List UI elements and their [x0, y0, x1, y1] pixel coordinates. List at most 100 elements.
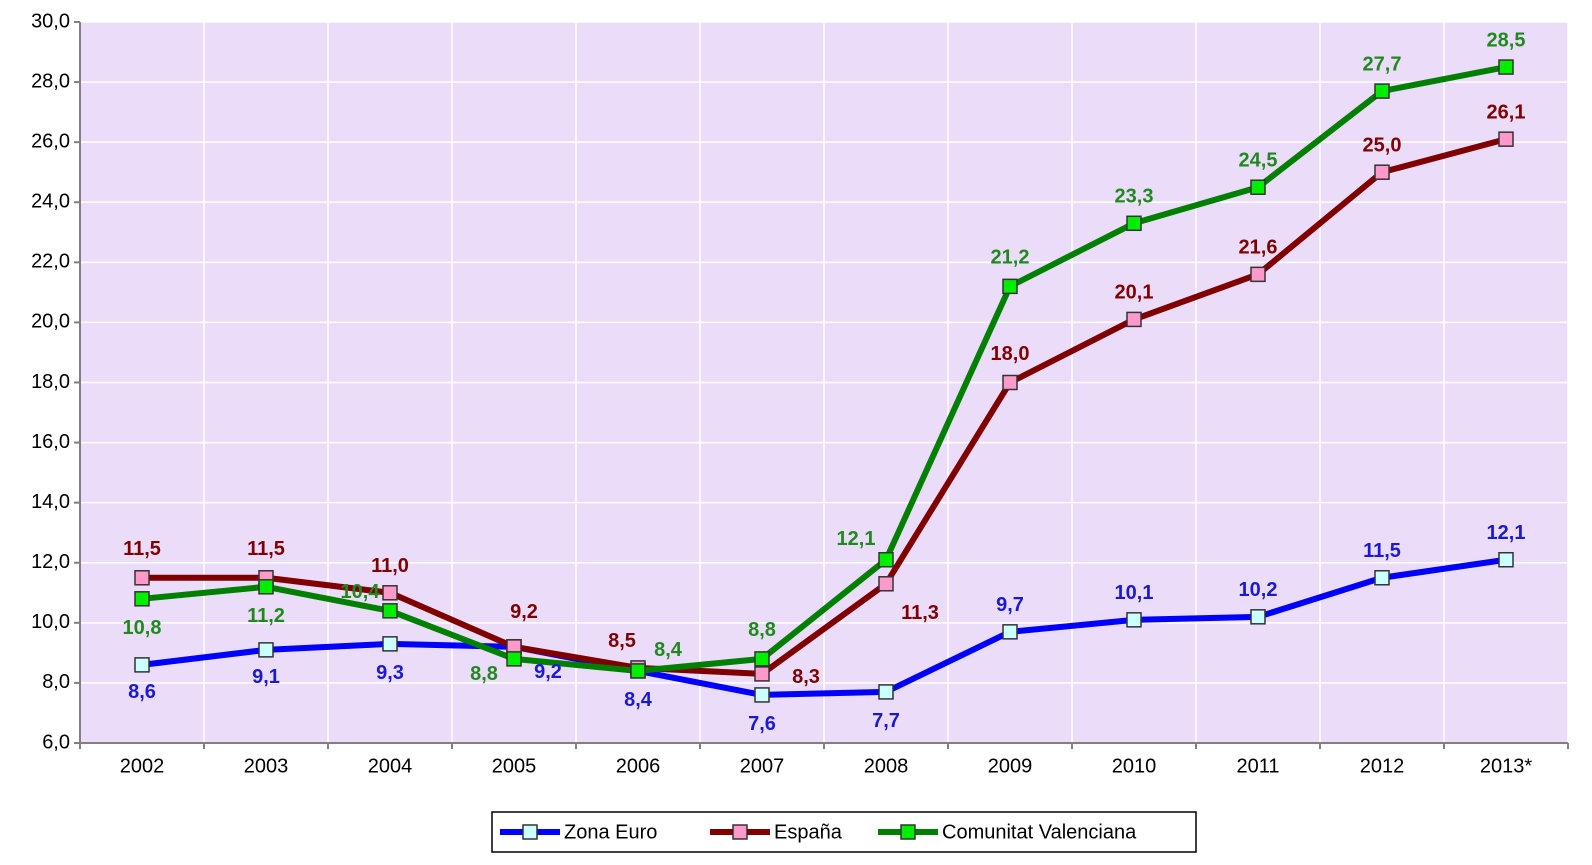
- x-tick-label: 2013*: [1480, 755, 1532, 777]
- value-label: 10,2: [1239, 579, 1278, 601]
- legend-marker: [900, 824, 916, 840]
- value-label: 9,2: [534, 661, 562, 683]
- marker: [1126, 311, 1142, 328]
- value-label: 11,5: [123, 538, 161, 560]
- value-label: 8,3: [792, 666, 820, 688]
- marker: [134, 657, 150, 673]
- legend-label: España: [774, 821, 843, 843]
- marker: [506, 651, 522, 667]
- x-tick-label: 2002: [120, 755, 165, 777]
- value-label: 10,8: [123, 617, 162, 639]
- value-label: 9,7: [996, 594, 1024, 616]
- series-line: [142, 136, 1507, 677]
- marker: [878, 576, 894, 592]
- y-tick-label: 16,0: [31, 431, 70, 453]
- marker: [1498, 59, 1514, 75]
- value-label: 12,1: [1487, 522, 1526, 544]
- y-tick-label: 14,0: [31, 491, 70, 513]
- value-label: 8,5: [608, 630, 636, 652]
- marker: [134, 591, 150, 607]
- value-label: 27,7: [1363, 53, 1402, 75]
- y-tick-label: 20,0: [31, 311, 70, 333]
- x-tick-label: 2007: [740, 755, 785, 777]
- marker: [134, 570, 150, 586]
- x-tick-label: 2011: [1236, 755, 1279, 777]
- value-label: 7,7: [872, 710, 900, 732]
- marker: [1374, 570, 1390, 586]
- x-tick-label: 2006: [616, 755, 661, 777]
- marker: [1374, 164, 1390, 180]
- value-label: 9,2: [510, 601, 538, 623]
- value-label: 11,2: [247, 605, 285, 627]
- legend-marker: [732, 824, 748, 840]
- y-tick-label: 26,0: [31, 130, 70, 152]
- value-label: 20,1: [1115, 282, 1154, 304]
- legend-label: Comunitat Valenciana: [942, 821, 1137, 843]
- marker: [1126, 612, 1142, 628]
- y-tick-label: 22,0: [31, 251, 70, 273]
- value-label: 11,3: [901, 602, 939, 624]
- marker: [1250, 609, 1266, 625]
- marker: [1002, 278, 1018, 295]
- value-label: 21,2: [991, 247, 1030, 269]
- marker: [1250, 266, 1266, 283]
- marker: [878, 684, 894, 700]
- value-label: 8,4: [654, 639, 683, 661]
- series-line: [141, 556, 1507, 698]
- legend-label: Zona Euro: [564, 821, 657, 843]
- x-tick-label: 2004: [368, 755, 413, 777]
- value-label: 7,6: [748, 713, 776, 735]
- value-label: 8,8: [748, 619, 776, 641]
- marker: [630, 663, 646, 679]
- y-tick-label: 10,0: [31, 611, 70, 633]
- value-label: 10,4: [341, 581, 381, 603]
- value-label: 23,3: [1115, 186, 1154, 208]
- marker: [1498, 551, 1514, 568]
- value-label: 9,1: [252, 666, 280, 688]
- y-tick-label: 18,0: [31, 371, 70, 393]
- marker: [1250, 179, 1266, 195]
- x-tick-label: 2010: [1112, 755, 1157, 777]
- y-tick-label: 24,0: [31, 191, 70, 213]
- value-label: 8,6: [128, 681, 156, 703]
- value-label: 12,1: [837, 528, 876, 550]
- y-tick-label: 12,0: [31, 551, 70, 573]
- marker: [878, 551, 894, 568]
- x-tick-label: 2003: [244, 755, 289, 777]
- marker: [1002, 624, 1018, 640]
- value-label: 11,5: [1363, 540, 1401, 562]
- x-tick-label: 2008: [864, 755, 909, 777]
- marker: [382, 636, 398, 652]
- marker: [1126, 215, 1142, 232]
- series-line: [141, 64, 1507, 674]
- y-tick-label: 28,0: [31, 70, 70, 92]
- y-tick-label: 6,0: [42, 731, 70, 753]
- y-tick-label: 8,0: [42, 671, 70, 693]
- marker: [1498, 131, 1514, 147]
- marker: [754, 687, 770, 703]
- marker: [258, 642, 274, 658]
- value-label: 9,3: [376, 662, 404, 684]
- marker: [1002, 374, 1018, 391]
- marker: [754, 666, 770, 682]
- value-label: 25,0: [1363, 134, 1402, 156]
- value-label: 11,0: [371, 555, 409, 577]
- marker: [382, 585, 398, 601]
- x-tick-label: 2012: [1360, 755, 1405, 777]
- value-label: 8,8: [470, 663, 498, 685]
- marker: [258, 579, 274, 595]
- marker: [1374, 83, 1390, 99]
- legend-marker: [522, 824, 538, 840]
- value-label: 10,1: [1115, 582, 1154, 604]
- value-label: 21,6: [1239, 237, 1278, 259]
- legend-box: [491, 811, 1197, 853]
- value-label: 24,5: [1239, 150, 1278, 172]
- value-label: 28,5: [1487, 29, 1526, 51]
- marker: [754, 651, 770, 667]
- value-label: 11,5: [247, 538, 285, 560]
- value-label: 18,0: [991, 343, 1030, 365]
- y-tick-label: 30,0: [31, 10, 70, 32]
- x-tick-label: 2005: [492, 755, 537, 777]
- marker: [382, 603, 398, 619]
